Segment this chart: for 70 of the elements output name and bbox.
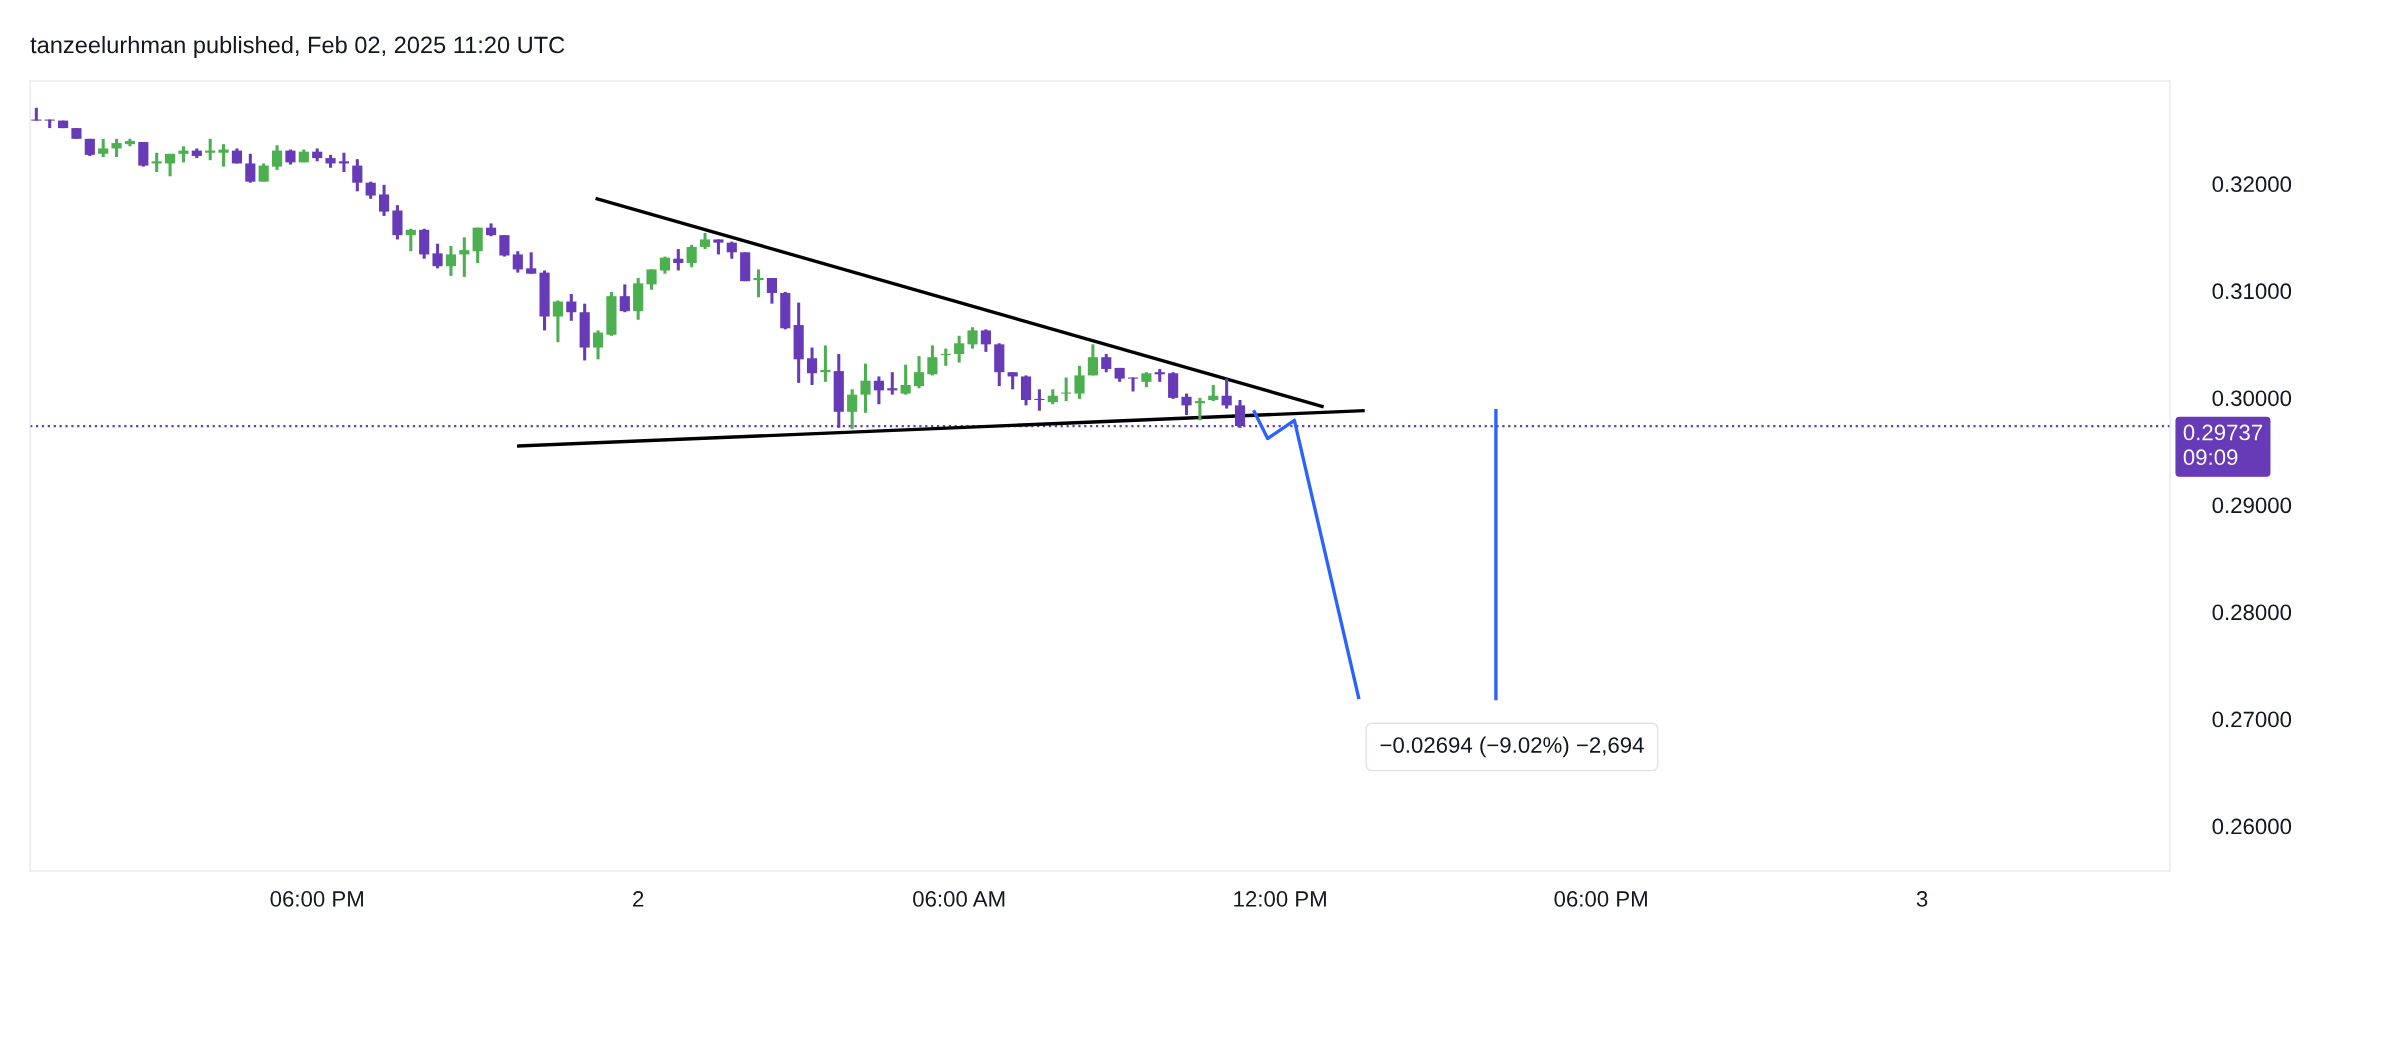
candlestick <box>1221 378 1232 409</box>
x-tick-label: 06:00 AM <box>913 891 1005 907</box>
candlestick <box>940 348 951 366</box>
line-series <box>1252 410 1361 700</box>
candlestick <box>806 347 818 386</box>
candlestick <box>927 345 938 376</box>
candlestick <box>218 144 229 167</box>
y-tick-label: 0.29000 <box>2212 497 2292 514</box>
candlestick <box>673 249 684 271</box>
candlestick <box>646 269 657 290</box>
candlestick <box>1181 393 1192 415</box>
candlestick <box>378 183 390 216</box>
candlestick <box>138 142 149 167</box>
candlestick <box>980 329 991 352</box>
y-tick-label: 0.28000 <box>2212 604 2292 621</box>
candlestick <box>552 300 564 344</box>
candlestick <box>1074 365 1085 399</box>
candlestick <box>860 363 871 413</box>
candlestick <box>151 152 162 172</box>
candlestick <box>432 243 443 269</box>
candlestick <box>566 294 577 321</box>
candlestick <box>499 235 510 257</box>
candlestick <box>258 163 269 182</box>
candlestick <box>526 252 537 274</box>
y-tick-label: 0.30000 <box>2212 390 2292 407</box>
y-tick-label: 0.27000 <box>2212 711 2292 728</box>
candlestick <box>352 159 363 192</box>
x-tick-label: 2 <box>633 891 644 907</box>
ref-line-label: 0.29737 09:09 <box>2183 424 2263 466</box>
candlestick <box>271 145 283 170</box>
y-tick-label: 0.32000 <box>2212 176 2292 193</box>
x-tick-label: 12:00 PM <box>1234 891 1326 907</box>
candlestick <box>98 137 109 158</box>
candlestick <box>472 227 483 263</box>
y-tick-label: 0.26000 <box>2212 818 2292 835</box>
candlestick <box>459 237 470 277</box>
candlestick <box>1087 344 1098 376</box>
candlestick <box>31 106 42 121</box>
candlestick <box>1020 375 1032 406</box>
x-tick-label: 06:00 PM <box>1554 891 1647 907</box>
candlestick <box>1101 353 1112 374</box>
candlestick <box>1061 377 1072 403</box>
candlestick <box>338 152 350 172</box>
candlestick <box>1127 377 1139 392</box>
candlestick <box>847 389 858 429</box>
candlestick <box>967 327 978 349</box>
candlestick <box>753 269 764 298</box>
candlestick <box>445 244 457 276</box>
candlestick <box>205 137 216 162</box>
candlestick <box>686 243 697 268</box>
candlestick <box>913 356 925 390</box>
candlestick <box>512 251 523 273</box>
candlestick <box>1194 396 1205 421</box>
candlestick <box>954 334 965 363</box>
chart-title: tanzeelurhman published, Feb 02, 2025 11:20 UTC <box>30 35 565 58</box>
annotation: −0.02694 (−9.02%) −2,694 <box>1380 736 1644 758</box>
x-tick-label: 3 <box>1916 891 1928 907</box>
candlestick <box>820 345 831 382</box>
x-tick-label: 06:00 PM <box>270 891 363 907</box>
y-tick-label: 0.31000 <box>2212 283 2292 300</box>
candlestick <box>619 284 630 314</box>
candlestick <box>405 228 416 253</box>
candlestick <box>1034 389 1045 411</box>
candlestick <box>873 376 884 405</box>
candlestick <box>592 330 604 360</box>
candlestick <box>887 372 898 395</box>
candlestick <box>245 152 256 183</box>
candlestick <box>900 364 911 395</box>
candlestick <box>766 277 777 304</box>
candlestick <box>111 137 122 158</box>
